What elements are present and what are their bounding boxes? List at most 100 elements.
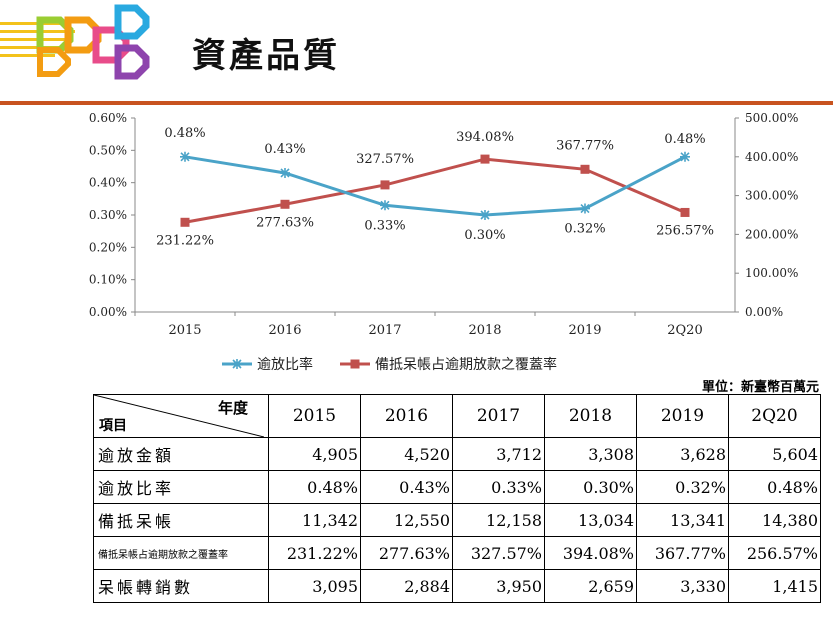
x-tick-label: 2016 (268, 323, 301, 338)
x-tick-label: 2015 (168, 323, 201, 338)
asset-quality-table: 年度 項目 2015 2016 2017 2018 2019 2Q20 逾放金額… (93, 394, 821, 603)
table-row: 呆帳轉銷數 3,095 2,884 3,950 2,659 3,330 1,41… (93, 569, 821, 603)
coverage-point (480, 154, 490, 164)
y-right-tick-label: 500.00% (745, 111, 798, 125)
y-left-tick-label: 0.30% (89, 208, 127, 222)
table-row: 逾放金額 4,905 4,520 3,712 3,308 3,628 5,604 (93, 437, 821, 471)
asset-quality-chart: 0.00% 0.10% 0.20% 0.30% 0.40% 0.50% 0.60% 0.00%… (89, 111, 799, 373)
table-header-row: 年度 項目 2015 2016 2017 2018 2019 2Q20 (93, 394, 821, 438)
row-label: 逾放金額 (93, 437, 269, 471)
overdue-data-label: 0.48% (664, 132, 705, 147)
table-cell: 0.48% (268, 470, 361, 504)
coverage-data-label: 256.57% (656, 223, 714, 238)
overdue-data-label: 0.30% (464, 228, 505, 243)
series-line-coverage (184, 157, 686, 224)
y-left-tick-label: 0.60% (89, 111, 127, 125)
coverage-point (180, 217, 190, 227)
year-header: 2018 (544, 394, 637, 438)
overdue-point (680, 151, 690, 162)
year-header: 2Q20 (728, 394, 821, 438)
table-cell: 256.57% (728, 536, 821, 570)
row-label: 備抵呆帳占逾期放款之覆蓋率 (93, 536, 269, 570)
table-corner-cell: 年度 項目 (93, 394, 269, 438)
year-header: 2017 (452, 394, 545, 438)
y-right-tick-label: 300.00% (745, 189, 798, 203)
overdue-point (180, 151, 190, 162)
company-logo (0, 4, 150, 80)
table-cell: 4,905 (268, 437, 361, 471)
overdue-data-label: 0.48% (164, 126, 205, 141)
legend-coverage-marker (350, 359, 360, 369)
coverage-data-label: 231.22% (156, 233, 214, 248)
y-left-tick-label: 0.50% (89, 143, 127, 157)
table-cell: 3,330 (636, 569, 729, 603)
corner-year-label: 年度 (217, 399, 248, 417)
table-cell: 12,158 (452, 503, 545, 537)
corner-diagonal (94, 395, 264, 437)
coverage-data-label: 394.08% (456, 130, 514, 145)
table-cell: 3,095 (268, 569, 361, 603)
y-left-tick-label: 0.00% (89, 305, 127, 319)
table-row: 逾放比率 0.48% 0.43% 0.33% 0.30% 0.32% 0.48% (93, 470, 821, 504)
coverage-point (280, 199, 290, 209)
table-cell: 327.57% (452, 536, 545, 570)
y-left-tick-label: 0.40% (89, 176, 127, 190)
table-cell: 12,550 (360, 503, 453, 537)
x-tick-label: 2019 (568, 323, 601, 338)
table-cell: 3,628 (636, 437, 729, 471)
table-cell: 0.30% (544, 470, 637, 504)
table-cell: 3,950 (452, 569, 545, 603)
coverage-point (680, 207, 690, 217)
table-cell: 14,380 (728, 503, 821, 537)
coverage-point (380, 180, 390, 190)
coverage-data-label: 277.63% (256, 215, 314, 230)
table-cell: 0.32% (636, 470, 729, 504)
table-row: 備抵呆帳 11,342 12,550 12,158 13,034 13,341 … (93, 503, 821, 537)
y-right-tick-label: 400.00% (745, 150, 798, 164)
year-header: 2019 (636, 394, 729, 438)
table-cell: 13,341 (636, 503, 729, 537)
table-cell: 0.33% (452, 470, 545, 504)
overdue-point (580, 203, 590, 214)
table-cell: 367.77% (636, 536, 729, 570)
title-rule (0, 101, 833, 105)
overdue-point (480, 210, 490, 220)
table-cell: 277.63% (360, 536, 453, 570)
legend-overdue-label: 逾放比率 (257, 356, 313, 373)
table-cell: 1,415 (728, 569, 821, 603)
year-header: 2015 (268, 394, 361, 438)
unit-note: 單位：新臺幣百萬元 (701, 380, 819, 395)
year-header: 2016 (360, 394, 453, 438)
legend-coverage-label: 備抵呆帳占逾期放款之覆蓋率 (375, 356, 557, 373)
row-label: 逾放比率 (93, 470, 269, 504)
table-cell: 394.08% (544, 536, 637, 570)
y-left-tick-label: 0.10% (89, 273, 127, 287)
table-cell: 3,308 (544, 437, 637, 471)
x-tick-label: 2018 (468, 323, 501, 338)
overdue-point (280, 167, 290, 178)
coverage-data-label: 327.57% (356, 152, 414, 167)
table-cell: 5,604 (728, 437, 821, 471)
coverage-point (580, 164, 590, 174)
table-cell: 11,342 (268, 503, 361, 537)
table-cell: 2,659 (544, 569, 637, 603)
x-tick-label: 2Q20 (667, 323, 702, 338)
y-left-tick-label: 0.20% (89, 240, 127, 254)
table-cell: 3,712 (452, 437, 545, 471)
coverage-data-label: 367.77% (556, 138, 614, 153)
y-right-tick-label: 0.00% (745, 305, 783, 319)
overdue-data-label: 0.32% (564, 222, 605, 237)
table-cell: 231.22% (268, 536, 361, 570)
table-cell: 0.48% (728, 470, 821, 504)
row-label: 備抵呆帳 (93, 503, 269, 537)
corner-item-label: 項目 (99, 418, 127, 434)
y-right-tick-label: 100.00% (745, 266, 798, 280)
table-cell: 13,034 (544, 503, 637, 537)
x-tick-label: 2017 (368, 323, 401, 338)
table-row: 備抵呆帳占逾期放款之覆蓋率 231.22% 277.63% 327.57% 39… (93, 536, 821, 570)
overdue-data-label: 0.43% (264, 142, 305, 157)
table-cell: 2,884 (360, 569, 453, 603)
series-line-overdue (184, 155, 686, 217)
overdue-data-label: 0.33% (364, 218, 405, 233)
overdue-point (380, 200, 390, 211)
